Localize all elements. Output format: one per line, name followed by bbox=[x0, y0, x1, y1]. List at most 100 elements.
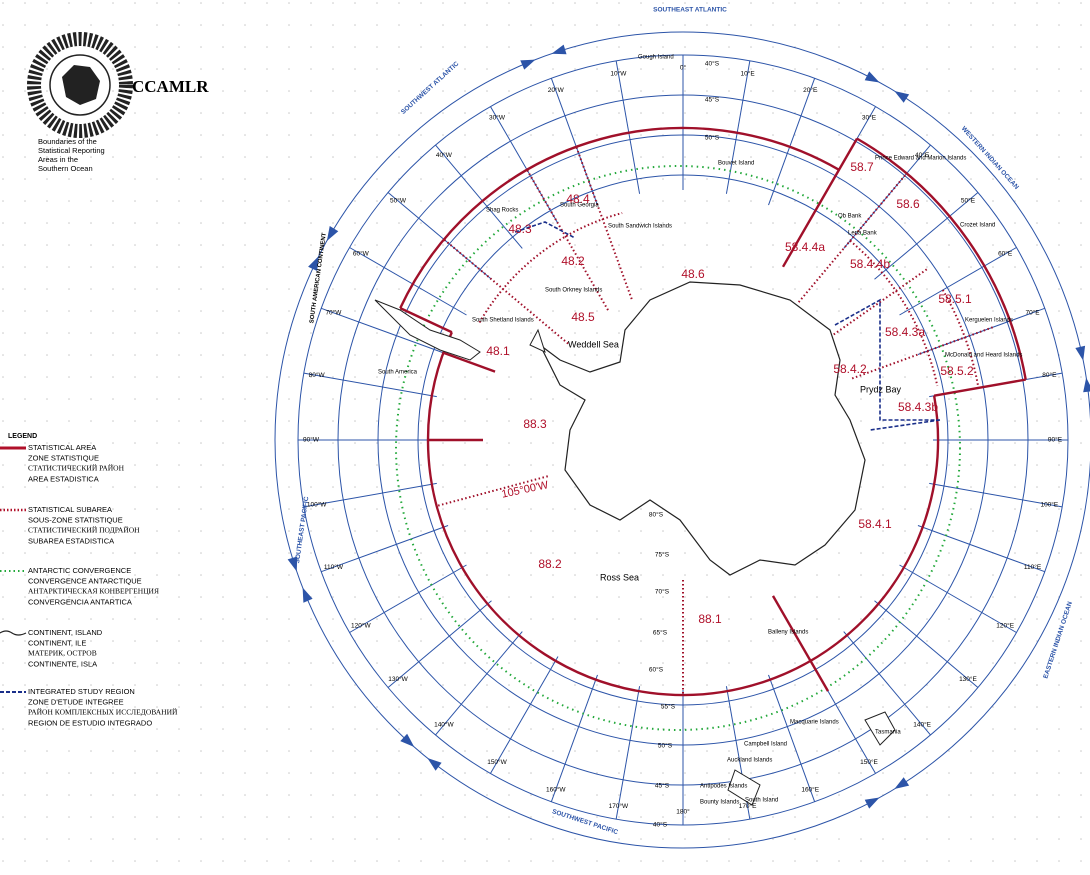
longitude-label: 30°W bbox=[489, 114, 506, 122]
area-label: 58.4.4b bbox=[850, 257, 890, 271]
longitude-label: 50°E bbox=[961, 197, 976, 205]
place-label: Bouvet Island bbox=[718, 161, 754, 167]
legend-line: ZONE STATISTIQUE bbox=[28, 453, 99, 462]
place-label: Lena Bank bbox=[848, 231, 878, 237]
place-label: South Orkney Islands bbox=[545, 288, 602, 294]
legend-title: LEGEND bbox=[8, 433, 37, 440]
title: CCAMLR bbox=[132, 77, 209, 96]
longitude-label: 140°E bbox=[913, 721, 931, 729]
longitude-label: 150°W bbox=[487, 758, 507, 766]
area-label: 58.7 bbox=[850, 160, 874, 174]
longitude-label: 60°E bbox=[998, 250, 1013, 258]
area-label: 58.4.3a bbox=[885, 325, 925, 339]
longitude-label: 160°E bbox=[801, 785, 819, 793]
subtitle-line: Areas in the bbox=[38, 155, 78, 164]
longitude-label: 170°W bbox=[609, 802, 629, 810]
latitude-label: 40°S bbox=[653, 821, 668, 829]
longitude-label: 40°W bbox=[436, 151, 453, 159]
longitude-label: 70°W bbox=[325, 308, 342, 316]
latitude-label: 45°S bbox=[655, 782, 670, 790]
place-label: Weddell Sea bbox=[568, 339, 619, 349]
place-label: Tasmania bbox=[875, 730, 901, 736]
place-label: Crozet Island bbox=[960, 223, 995, 229]
legend-line: STATISTICAL AREA bbox=[28, 443, 96, 452]
place-label: McDonald and Heard Islands bbox=[945, 353, 1022, 359]
area-label: 88.1 bbox=[698, 612, 722, 626]
longitude-label: 120°W bbox=[351, 622, 371, 630]
latitude-label: 45°S bbox=[705, 96, 720, 104]
longitude-label: 180° bbox=[676, 808, 690, 816]
legend-line: CONTINENT, ILE bbox=[28, 638, 86, 647]
page: { "header": { "title": "CCAMLR", "subtit… bbox=[0, 0, 1090, 875]
longitude-label: 160°W bbox=[546, 785, 566, 793]
longitude-label: 150°E bbox=[860, 758, 878, 766]
latitude-label: 70°S bbox=[655, 588, 670, 596]
longitude-label: 140°W bbox=[434, 721, 454, 729]
area-label: 88.2 bbox=[538, 557, 562, 571]
place-label: Balleny Islands bbox=[768, 630, 808, 636]
legend-line: CONVERGENCIA ANTARTICA bbox=[28, 597, 132, 606]
latitude-label: 50°S bbox=[705, 134, 720, 142]
legend-line: СТАТИСТИЧЕСКИЙ ПОДРАЙОН bbox=[28, 526, 140, 535]
legend-line: INTEGRATED STUDY REGION bbox=[28, 687, 135, 696]
place-label: South Island bbox=[745, 798, 778, 804]
place-label: South America bbox=[378, 370, 418, 376]
legend-line: ZONE D'ETUDE INTEGREE bbox=[28, 697, 124, 706]
legend-line: СТАТИСТИЧЕСКИЙ РАЙОН bbox=[28, 464, 125, 473]
place-label: Prydz Bay bbox=[860, 384, 902, 394]
legend-line: SOUS-ZONE STATISTIQUE bbox=[28, 515, 123, 524]
longitude-label: 50°W bbox=[390, 197, 407, 205]
legend-line: РАЙОН КОМПЛЕКСНЫХ ИССЛЕДОВАНИЙ bbox=[28, 708, 178, 717]
longitude-label: 70°E bbox=[1025, 308, 1040, 316]
place-label: Auckland Islands bbox=[727, 758, 772, 764]
legend-line: CONVERGENCE ANTARCTIQUE bbox=[28, 576, 142, 585]
legend-line: REGION DE ESTUDIO INTEGRADO bbox=[28, 718, 152, 727]
area-label: 48.6 bbox=[681, 267, 705, 281]
longitude-label: 80°E bbox=[1042, 371, 1057, 379]
longitude-label: 110°E bbox=[1024, 563, 1042, 571]
longitude-label: 80°W bbox=[309, 371, 326, 379]
place-label: Gough Island bbox=[638, 55, 674, 61]
place-label: Ross Sea bbox=[600, 572, 639, 582]
legend-line: CONTINENTE, ISLA bbox=[28, 659, 97, 668]
longitude-label: 130°E bbox=[959, 675, 977, 683]
area-label: 58.6 bbox=[896, 197, 920, 211]
latitude-label: 40°S bbox=[705, 60, 720, 68]
latitude-label: 60°S bbox=[649, 666, 664, 674]
area-label: 58.4.1 bbox=[858, 517, 892, 531]
longitude-label: 30°E bbox=[862, 114, 877, 122]
latitude-label: 50°S bbox=[658, 742, 673, 750]
longitude-label: 100°E bbox=[1040, 500, 1058, 508]
ocean-label: SOUTHEAST ATLANTIC bbox=[653, 7, 727, 14]
place-label: Campbell Island bbox=[744, 742, 787, 748]
legend-line: CONTINENT, ISLAND bbox=[28, 628, 103, 637]
area-label: 48.1 bbox=[486, 344, 510, 358]
legend-line: АНТАРКТИЧЕСКАЯ КОНВЕРГЕНЦИЯ bbox=[28, 587, 159, 596]
latitude-label: 65°S bbox=[653, 629, 668, 637]
legend-line: ANTARCTIC CONVERGENCE bbox=[28, 566, 131, 575]
longitude-label: 90°W bbox=[303, 436, 320, 444]
longitude-label: 120°E bbox=[996, 622, 1014, 630]
place-label: Macquarie Islands bbox=[790, 720, 839, 726]
longitude-label: 90°E bbox=[1048, 436, 1063, 444]
subtitle-line: Statistical Reporting bbox=[38, 146, 105, 155]
area-label: 58.5.2 bbox=[940, 364, 974, 378]
subtitle-line: Southern Ocean bbox=[38, 164, 93, 173]
longitude-label: 130°W bbox=[388, 675, 408, 683]
area-label: 58.5.1 bbox=[938, 292, 972, 306]
area-label: 88.3 bbox=[523, 417, 547, 431]
area-label: 48.5 bbox=[571, 310, 595, 324]
map: CCAMLR Boundaries of theStatistical Repo… bbox=[0, 0, 1090, 875]
place-label: South Shetland Islands bbox=[472, 318, 534, 324]
longitude-label: 100°W bbox=[307, 500, 327, 508]
longitude-label: 20°W bbox=[548, 86, 565, 94]
legend-line: STATISTICAL SUBAREA bbox=[28, 505, 112, 514]
longitude-label: 0° bbox=[680, 64, 687, 72]
longitude-label: 60°W bbox=[353, 250, 370, 258]
area-label: 58.4.2 bbox=[833, 362, 867, 376]
area-label: 48.3 bbox=[508, 222, 532, 236]
place-label: Shag Rocks bbox=[486, 208, 518, 214]
place-label: South Georgia bbox=[560, 203, 599, 209]
latitude-label: 75°S bbox=[655, 551, 670, 559]
longitude-label: 110°W bbox=[324, 563, 344, 571]
